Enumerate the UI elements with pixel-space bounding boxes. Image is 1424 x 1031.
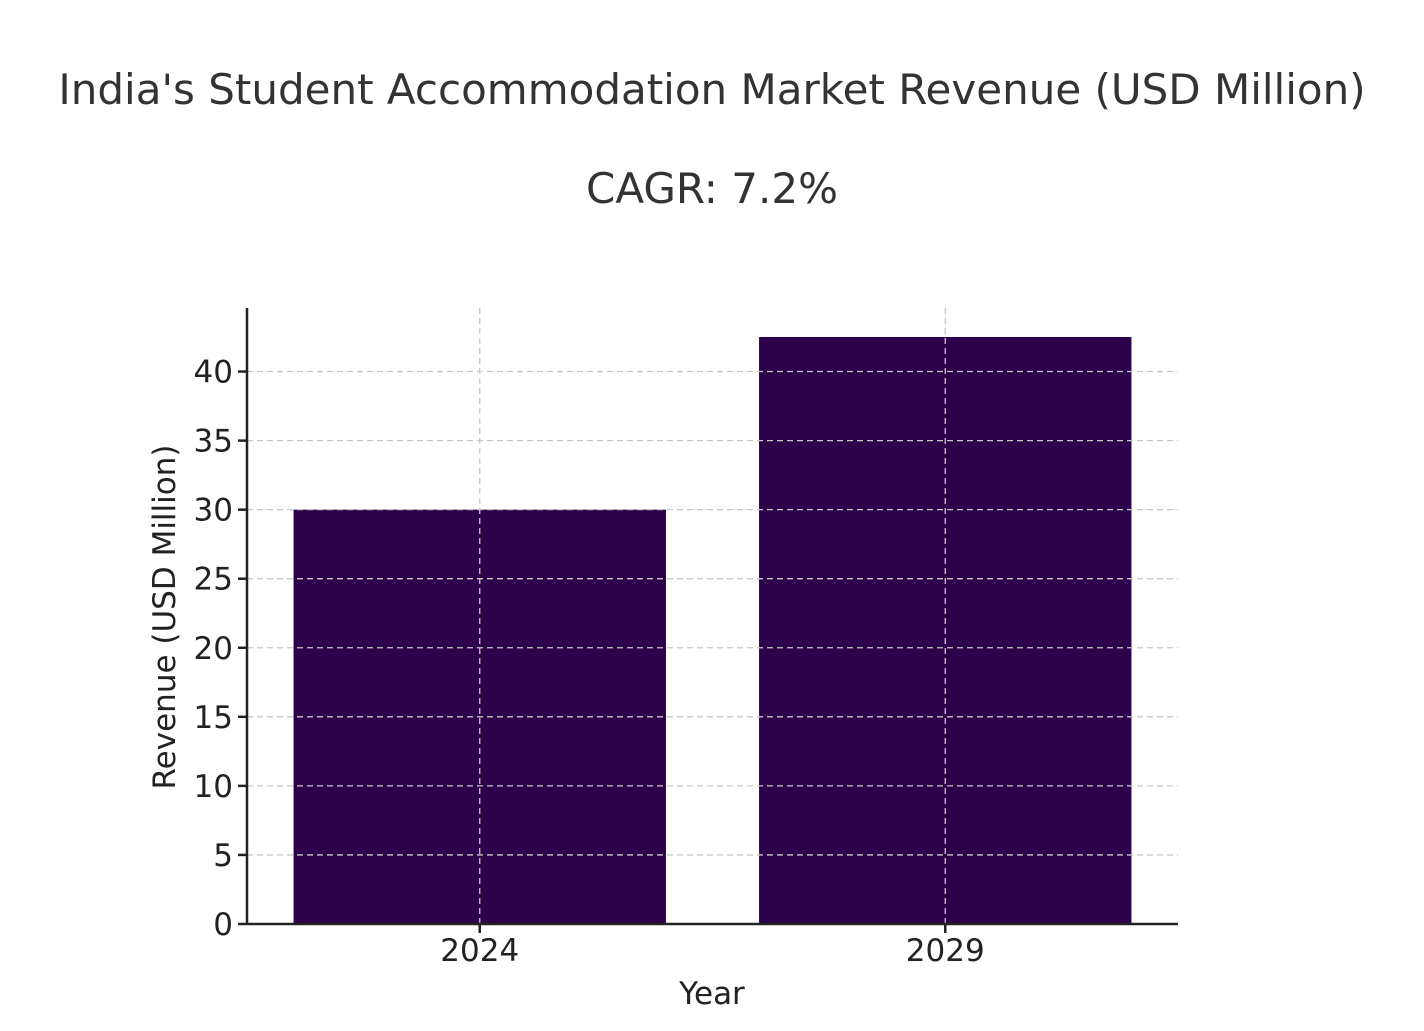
bars-group [293,337,1132,924]
y-tick-label: 5 [213,838,233,874]
chart-subtitle: CAGR: 7.2% [586,164,838,213]
x-axis-label: Year [678,976,745,1012]
chart-title: India's Student Accommodation Market Rev… [58,65,1365,114]
y-tick-label: 35 [194,424,233,460]
y-tick-label: 25 [194,562,233,598]
y-tick-label: 30 [194,493,233,529]
grid-lines [247,308,1178,924]
x-tick-label: 2029 [906,933,985,969]
y-tick-label: 0 [213,907,233,943]
y-axis-ticks: 0 5 10 15 20 25 30 35 40 [194,355,247,943]
y-tick-label: 10 [194,769,233,805]
y-axis-label: Revenue (USD Million) [147,445,183,790]
x-axis-ticks: 2024 2029 [440,924,985,969]
y-tick-label: 40 [194,355,233,391]
y-tick-label: 20 [194,631,233,667]
y-tick-label: 15 [194,700,233,736]
x-tick-label: 2024 [440,933,519,969]
